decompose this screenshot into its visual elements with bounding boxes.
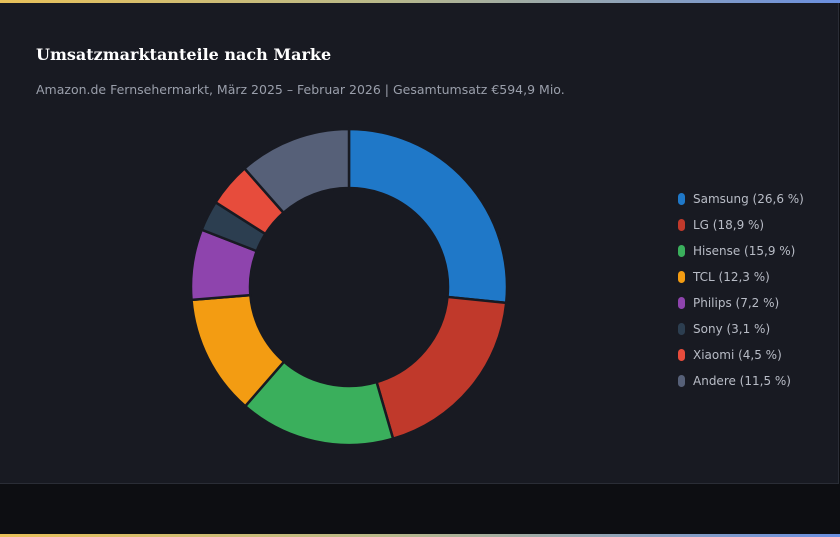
legend-item-lg[interactable]: LG (18,9 %)	[678, 212, 804, 238]
legend-item-philips[interactable]: Philips (7,2 %)	[678, 290, 804, 316]
top-accent-bar	[0, 0, 840, 3]
slice-samsung[interactable]	[347, 127, 509, 305]
legend-swatch	[678, 375, 685, 387]
legend-item-hisense[interactable]: Hisense (15,9 %)	[678, 238, 804, 264]
legend-item-andere[interactable]: Andere (11,5 %)	[678, 368, 804, 394]
legend-item-tcl[interactable]: TCL (12,3 %)	[678, 264, 804, 290]
legend-label: Sony (3,1 %)	[693, 322, 771, 336]
slice-andere[interactable]	[243, 127, 351, 214]
legend-swatch	[678, 193, 685, 205]
legend-label: LG (18,9 %)	[693, 218, 765, 232]
legend-swatch	[678, 219, 685, 231]
chart-card: Umsatzmarktanteile nach Marke Amazon.de …	[0, 3, 839, 484]
legend-swatch	[678, 349, 685, 361]
legend-swatch	[678, 271, 685, 283]
legend-label: Samsung (26,6 %)	[693, 192, 804, 206]
slice-lg[interactable]	[375, 295, 508, 440]
legend-item-samsung[interactable]: Samsung (26,6 %)	[678, 186, 804, 212]
legend-item-xiaomi[interactable]: Xiaomi (4,5 %)	[678, 342, 804, 368]
legend-label: Philips (7,2 %)	[693, 296, 780, 310]
legend-item-sony[interactable]: Sony (3,1 %)	[678, 316, 804, 342]
bottom-accent-bar	[0, 534, 840, 537]
legend-swatch	[678, 323, 685, 335]
legend-label: Andere (11,5 %)	[693, 374, 791, 388]
legend-label: Xiaomi (4,5 %)	[693, 348, 782, 362]
legend-swatch	[678, 297, 685, 309]
chart-title: Umsatzmarktanteile nach Marke	[36, 45, 332, 64]
donut-chart	[189, 127, 509, 447]
legend-label: Hisense (15,9 %)	[693, 244, 796, 258]
chart-subtitle: Amazon.de Fernsehermarkt, März 2025 – Fe…	[36, 82, 565, 97]
legend-swatch	[678, 245, 685, 257]
chart-legend: Samsung (26,6 %) LG (18,9 %) Hisense (15,9…	[678, 186, 804, 394]
legend-label: TCL (12,3 %)	[693, 270, 770, 284]
